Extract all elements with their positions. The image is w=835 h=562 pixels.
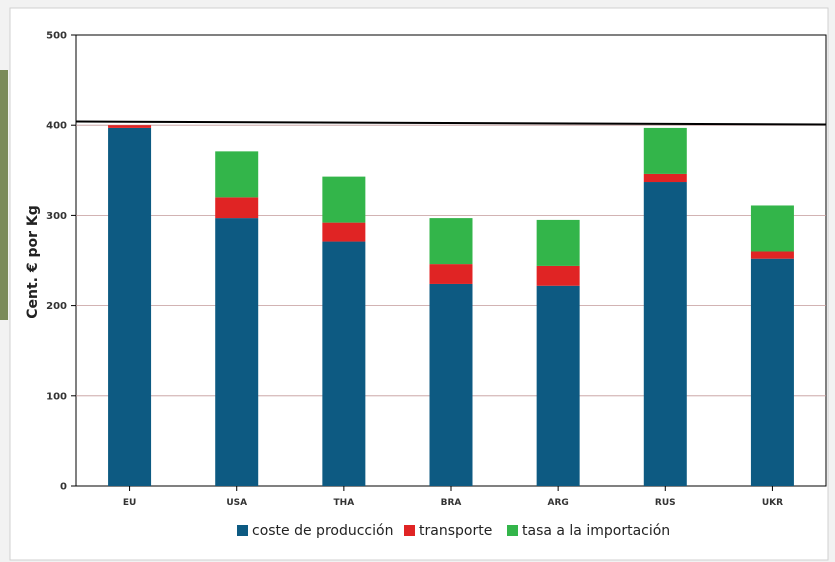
legend-label: coste de producción xyxy=(252,523,393,539)
photo-strip xyxy=(0,70,8,320)
reference-line xyxy=(75,120,827,126)
bar-segment-eu-2 xyxy=(108,125,152,128)
x-tick-label: RUS xyxy=(655,498,676,508)
x-tick-label: EU xyxy=(123,498,136,508)
bar-segment-usa-1 xyxy=(215,218,259,486)
bar-layer xyxy=(108,125,794,486)
x-tick-label: ARG xyxy=(547,498,568,508)
bar-segment-usa-3 xyxy=(215,151,259,198)
legend-swatch xyxy=(404,525,415,536)
y-tick-label: 500 xyxy=(46,31,67,42)
bar-segment-tha-2 xyxy=(322,222,366,242)
y-tick-label: 200 xyxy=(46,301,67,312)
y-tick-label: 0 xyxy=(60,482,67,493)
bar-segment-rus-1 xyxy=(643,182,687,486)
bar-segment-ukr-2 xyxy=(750,251,794,259)
reference-line-layer xyxy=(75,120,827,126)
legend-label: tasa a la importación xyxy=(522,523,670,539)
y-tick-label: 400 xyxy=(46,121,67,132)
legend-swatch xyxy=(237,525,248,536)
bar-segment-rus-2 xyxy=(643,173,687,183)
bar-segment-bra-2 xyxy=(429,264,473,284)
y-tick-label: 300 xyxy=(46,211,67,222)
bar-segment-eu-1 xyxy=(108,127,152,486)
bar-segment-tha-3 xyxy=(322,176,366,223)
legend-swatch xyxy=(507,525,518,536)
bar-segment-arg-3 xyxy=(536,219,580,266)
legend-label: transporte xyxy=(419,523,492,539)
bar-segment-ukr-3 xyxy=(750,205,794,252)
x-tick-label: BRA xyxy=(441,498,462,508)
bar-segment-tha-1 xyxy=(322,241,366,486)
legend: coste de producción transporte tasa a la i… xyxy=(237,523,670,539)
bar-segment-rus-3 xyxy=(643,127,687,174)
bar-segment-usa-2 xyxy=(215,197,259,219)
bar-segment-ukr-1 xyxy=(750,258,794,486)
bar-segment-bra-3 xyxy=(429,218,473,265)
y-tick-label: 100 xyxy=(46,391,67,402)
y-axis-label: Cent. € por Kg xyxy=(25,205,41,319)
bar-segment-arg-2 xyxy=(536,265,580,286)
bar-segment-bra-1 xyxy=(429,283,473,486)
x-tick-label: THA xyxy=(334,498,355,508)
x-tick-label: UKR xyxy=(762,498,783,508)
axis-layer: 0 100 200 300 400 500 EU USA THA BRA ARG RUS UKR xyxy=(46,31,783,509)
bar-segment-arg-1 xyxy=(536,285,580,486)
x-tick-label: USA xyxy=(226,498,247,508)
